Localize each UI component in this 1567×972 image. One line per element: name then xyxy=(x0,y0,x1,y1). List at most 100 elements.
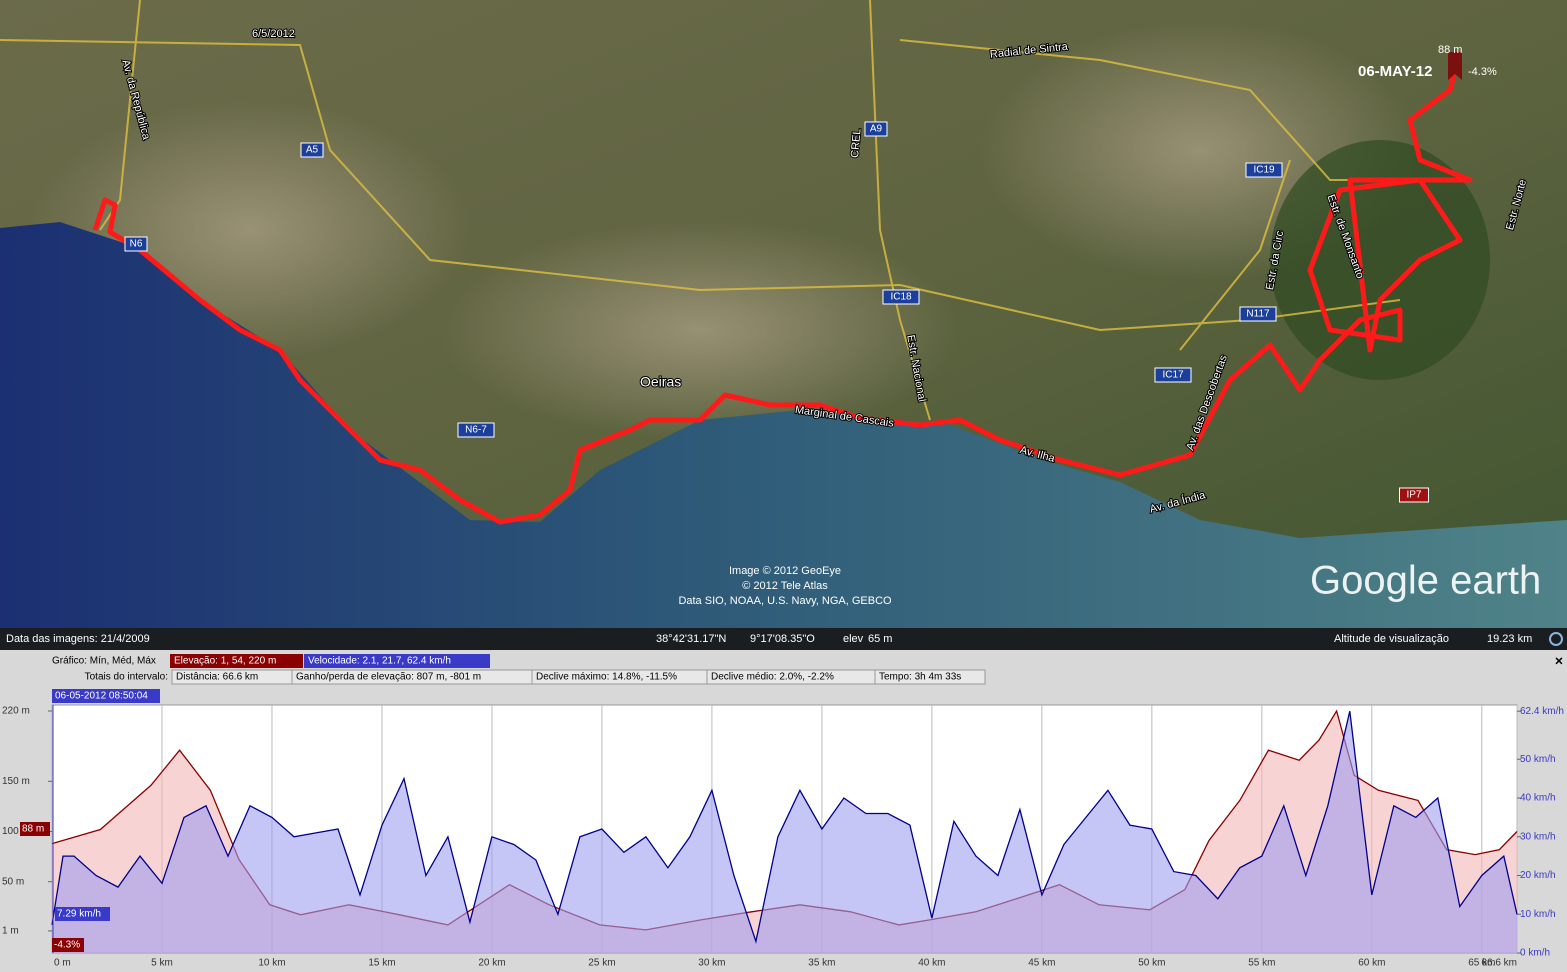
date-label: 6/5/2012 xyxy=(252,28,295,40)
elevation-summary-box[interactable] xyxy=(170,654,303,668)
cursor-speed: 7.29 km/h xyxy=(57,909,101,920)
speed-summary: Velocidade: 2.1, 21.7, 62.4 km/h xyxy=(308,656,451,667)
road-shield-label: IC19 xyxy=(1253,165,1275,176)
town-label: Oeiras xyxy=(640,374,681,390)
x-tick-label: 45 km xyxy=(1028,958,1055,969)
x-tick-label: 30 km xyxy=(698,958,725,969)
y-tick-label: 150 m xyxy=(2,776,30,787)
cursor-slope-box xyxy=(52,938,84,952)
totals-label: Totais do intervalo: xyxy=(85,672,168,683)
y2-tick-label: 62.4 km/h xyxy=(1520,706,1564,717)
road-shield-label: IC17 xyxy=(1162,370,1184,381)
road-shield xyxy=(300,142,324,158)
y2-tick-label: 40 km/h xyxy=(1520,793,1556,804)
y2-tick-label: 20 km/h xyxy=(1520,870,1556,881)
road-shield-label: N6-7 xyxy=(465,425,487,436)
road-shield xyxy=(124,236,148,252)
total: Ganho/perda de elevação: 807 m, -801 m xyxy=(296,672,481,683)
x-tick-label: 5 km xyxy=(151,958,173,969)
cursor-slope: -4.3% xyxy=(54,940,80,951)
x-tick-label: 60 km xyxy=(1358,958,1385,969)
y-tick-label: 1 m xyxy=(2,926,19,937)
road-shields: A5 A9 IC18 IC19 N117 IC17 IP7 N6-7 N6 xyxy=(124,121,1429,503)
attribution: Data SIO, NOAA, U.S. Navy, NGA, GEBCO xyxy=(678,595,892,607)
road xyxy=(869,0,931,421)
cursor-speed-box xyxy=(55,907,110,921)
graph-label: Gráfico: Mín, Méd, Máx xyxy=(52,656,156,667)
road-shield xyxy=(882,289,920,305)
close-button[interactable]: × xyxy=(1555,653,1563,669)
y2-tick-label: 10 km/h xyxy=(1520,909,1556,920)
total: Tempo: 3h 4m 33s xyxy=(879,672,961,683)
attribution: Image © 2012 GeoEye xyxy=(729,565,841,577)
totals: Distância: 66.6 km Ganho/perda de elevaçã… xyxy=(171,669,986,685)
compass[interactable] xyxy=(1549,632,1563,646)
eye-altitude: 19.23 km xyxy=(1487,633,1532,645)
eye-label: Altitude de visualização xyxy=(1334,633,1449,645)
road-shield xyxy=(1154,367,1192,383)
y2-tick-label: 30 km/h xyxy=(1520,831,1556,842)
series-fill xyxy=(52,711,1517,953)
elev: 65 m xyxy=(868,633,892,645)
urban-area xyxy=(440,220,960,440)
y2-tick-label: 0 km/h xyxy=(1520,948,1550,959)
x-tick-label: 40 km xyxy=(918,958,945,969)
speed-summary-box[interactable] xyxy=(304,654,490,668)
sea xyxy=(0,222,1567,628)
x-tick-label: 50 km xyxy=(1138,958,1165,969)
road-shield xyxy=(1245,162,1283,178)
attribution: © 2012 Tele Atlas xyxy=(742,580,828,592)
marker-flag[interactable] xyxy=(1448,52,1462,80)
x-tick-label: 20 km xyxy=(478,958,505,969)
road xyxy=(1179,159,1291,351)
road-shield-label: IC18 xyxy=(890,292,912,303)
road xyxy=(99,0,141,231)
total: Distância: 66.6 km xyxy=(176,672,258,683)
total: Declive médio: 2.0%, -2.2% xyxy=(711,672,834,683)
road-shield-label: IP7 xyxy=(1406,490,1421,501)
y2-tick-label: 50 km/h xyxy=(1520,754,1556,765)
y-tick-label: 220 m xyxy=(2,706,30,717)
total: Declive máximo: 14.8%, -11.5% xyxy=(536,672,677,683)
roads xyxy=(0,0,1470,421)
road-shield-label: N117 xyxy=(1246,309,1270,320)
y-tick-label: 100 m xyxy=(2,826,30,837)
x-tick-label: 15 km xyxy=(368,958,395,969)
road-shield-label: A9 xyxy=(870,124,883,135)
logo: Google earth xyxy=(1310,559,1541,603)
total-box xyxy=(874,669,986,685)
road xyxy=(0,39,1401,332)
cursor-elevation: 88 m xyxy=(22,824,44,835)
y-tick-label: 50 m xyxy=(2,876,24,887)
plot: 0 m 5 km 10 km 15 km 20 km 25 km 30 km 35 km 40 … xyxy=(2,705,1564,969)
road-shield xyxy=(1399,487,1429,503)
x-tick-label: 66.6 km xyxy=(1481,958,1517,969)
imagery-date: Data das imagens: 21/4/2009 xyxy=(6,633,150,645)
timestamp: 06-05-2012 08:50:04 xyxy=(55,691,148,702)
road-shield-label: N6 xyxy=(130,239,143,250)
latitude: 38°42'31.17"N xyxy=(656,633,726,645)
x-tick-label: 0 m xyxy=(54,958,71,969)
x-tick-label: 35 km xyxy=(808,958,835,969)
x-tick-label: 25 km xyxy=(588,958,615,969)
longitude: 9°17'08.35"O xyxy=(750,633,815,645)
status-bar xyxy=(0,628,1567,650)
series-line xyxy=(51,711,1518,944)
timestamp-box xyxy=(52,689,160,703)
route xyxy=(92,69,1473,525)
cursor-elevation-box xyxy=(20,822,50,836)
elevation-summary: Elevação: 1, 54, 220 m xyxy=(174,656,276,667)
road-shield-label: A5 xyxy=(306,145,319,156)
marker-elevation: 88 m xyxy=(1438,44,1462,56)
marker-date: 06-MAY-12 xyxy=(1358,63,1433,80)
elev-label: elev xyxy=(843,633,864,645)
marker-slope: -4.3% xyxy=(1468,66,1497,78)
road-shield xyxy=(457,422,495,438)
x-tick-label: 65 km xyxy=(1468,958,1495,969)
x-tick-label: 55 km xyxy=(1248,958,1275,969)
street-label: CREL xyxy=(849,128,864,158)
x-tick-label: 10 km xyxy=(258,958,285,969)
road-shield xyxy=(864,121,888,137)
